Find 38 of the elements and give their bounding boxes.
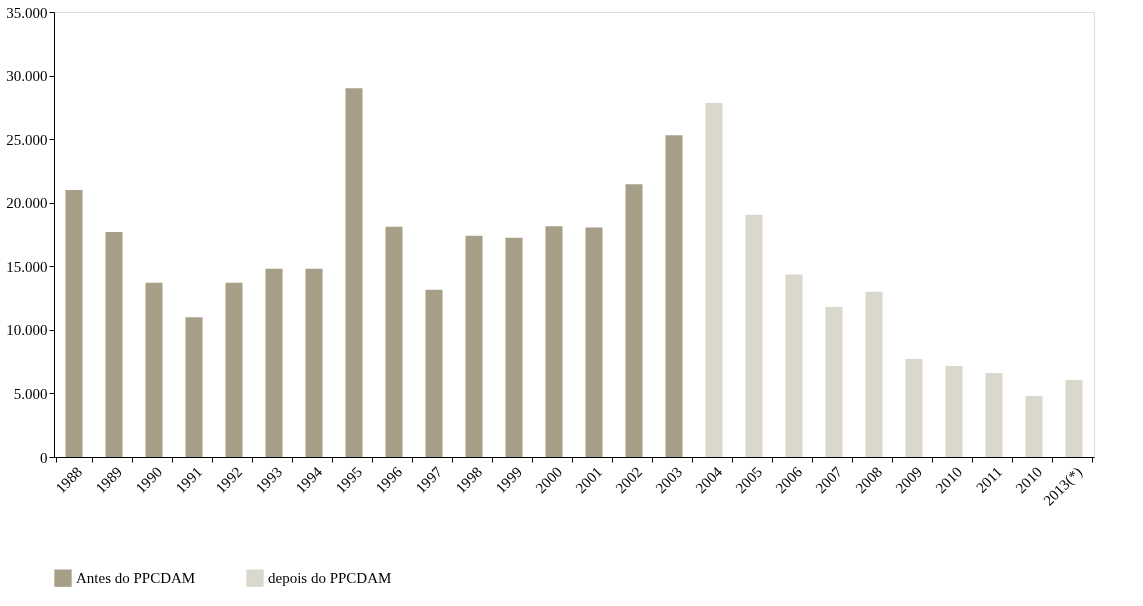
bar — [345, 88, 363, 457]
y-tick-label: 30.000 — [6, 68, 48, 85]
bar — [425, 289, 443, 457]
bar — [865, 291, 883, 457]
y-tick-label: 20.000 — [6, 195, 48, 212]
x-tick-label: 1991 — [172, 463, 206, 497]
bar — [65, 190, 83, 457]
bar — [665, 135, 683, 457]
y-tick-label: 5.000 — [13, 385, 48, 402]
bar — [825, 306, 843, 457]
bar — [1065, 380, 1083, 457]
bar — [225, 282, 243, 457]
bar — [465, 235, 483, 457]
x-tick-label: 2011 — [972, 463, 1006, 496]
legend-label: Antes do PPCDAM — [76, 570, 196, 587]
bar — [545, 226, 563, 457]
bar — [945, 366, 963, 457]
bar — [1025, 395, 1043, 457]
bar — [985, 373, 1003, 457]
bar — [505, 237, 523, 457]
bar — [705, 102, 723, 457]
bar — [305, 268, 323, 457]
y-tick-label: 0 — [40, 449, 48, 466]
y-tick-label: 25.000 — [6, 131, 48, 148]
y-tick-label: 35.000 — [6, 4, 48, 21]
legend-label: depois do PPCDAM — [268, 570, 392, 587]
bar — [385, 226, 403, 457]
bar — [145, 282, 163, 457]
y-tick-label: 15.000 — [6, 258, 48, 275]
bar — [625, 184, 643, 457]
bar — [785, 274, 803, 457]
bar — [265, 268, 283, 457]
bar — [185, 317, 203, 457]
y-tick-label: 10.000 — [6, 322, 48, 339]
bar — [105, 231, 123, 457]
bar — [585, 227, 603, 457]
bar — [745, 214, 763, 457]
bar — [905, 359, 923, 457]
